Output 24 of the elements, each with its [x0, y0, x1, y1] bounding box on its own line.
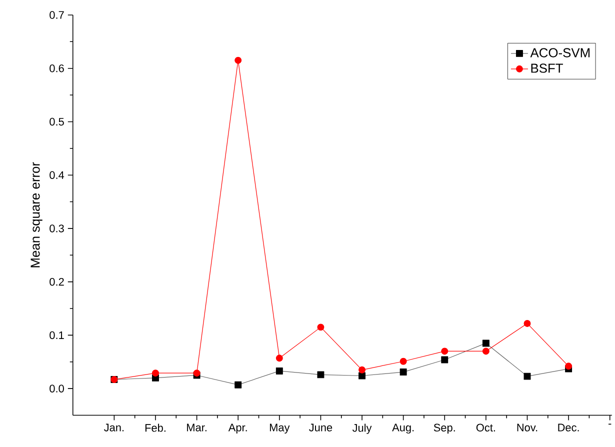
- x-tick-label: Aug.: [392, 424, 414, 434]
- x-tick-label: Dec.: [558, 424, 579, 432]
- legend-label: BSFT: [531, 64, 563, 73]
- y-tick-label: 0.1: [50, 331, 64, 339]
- y-tick-label: 0.0: [50, 384, 64, 392]
- x-tick-label: Feb.: [145, 424, 166, 432]
- x-tick-label: Jan.: [104, 424, 124, 432]
- y-tick-label: 0.4: [50, 171, 64, 179]
- y-tick-label: 0.6: [50, 64, 64, 72]
- x-tick-label: Apr.: [228, 424, 247, 434]
- x-tick-label: Sep.: [434, 424, 455, 434]
- y-axis-title: Mean square error: [30, 162, 42, 268]
- x-tick-label: May: [270, 424, 290, 434]
- x-tick-label: Nov.: [517, 424, 538, 432]
- y-tick-label: 0.7: [50, 11, 64, 19]
- x-tick-label: June: [309, 424, 332, 432]
- x-tick-label: -: [608, 424, 612, 425]
- y-tick-label: 0.3: [50, 224, 64, 232]
- legend-label: ACO-SVM: [530, 48, 590, 58]
- y-tick-label: 0.2: [50, 278, 64, 286]
- x-tick-label: Oct.: [476, 424, 495, 432]
- y-tick-label: 0.5: [50, 118, 64, 126]
- x-tick-label: Mar.: [187, 424, 206, 432]
- x-tick-label: July: [352, 424, 372, 434]
